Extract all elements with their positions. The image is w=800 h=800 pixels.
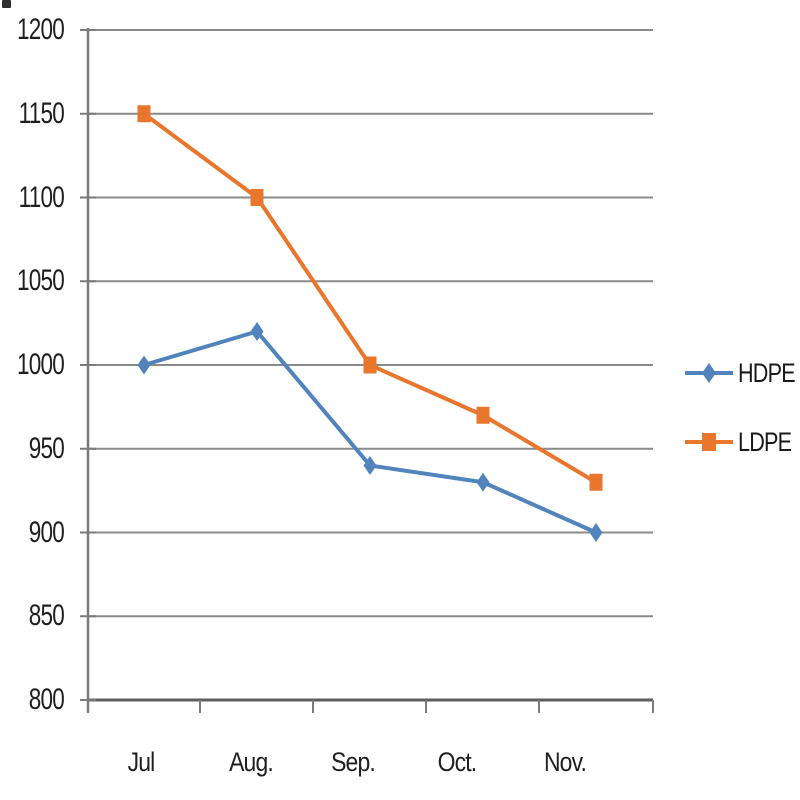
data-point-ldpe [476,406,490,424]
x-axis-label: Nov. [543,747,587,777]
data-point-hdpe [476,472,490,492]
legend-item-ldpe: LDPE [684,426,800,458]
legend-label-hdpe: HDPE [738,357,796,388]
y-axis-label: 1100 [18,180,65,214]
data-point-hdpe [589,523,603,542]
data-point-ldpe [589,473,603,491]
hdpe-line-marker-icon [685,363,733,383]
y-axis-label: 950 [28,431,65,465]
x-axis-label: Aug. [229,747,274,777]
data-point-hdpe [137,355,151,375]
y-axis-label: 1150 [18,96,65,130]
series-line-ldpe [142,111,598,485]
ldpe-line-marker-icon [685,433,733,451]
x-axis-label: Jul [127,747,156,777]
y-axis-label: 1200 [16,13,65,46]
y-axis-label: 800 [28,683,65,716]
data-point-ldpe [137,105,151,123]
screen-artifact [2,0,11,8]
y-axis-label: 850 [28,599,65,633]
data-point-hdpe [363,456,377,475]
legend-label-ldpe: LDPE [738,426,792,457]
y-axis-label: 1000 [16,348,65,381]
data-point-ldpe [250,189,264,206]
data-point-ldpe [363,356,377,374]
x-axis-label: Sep. [331,747,376,777]
data-point-hdpe [250,322,264,341]
x-axis-label: Oct. [437,747,478,777]
legend: HDPE LDPE [684,357,800,495]
y-axis-label: 1050 [16,264,65,298]
legend-item-hdpe: HDPE [684,357,800,389]
y-axis-label: 900 [28,515,65,549]
